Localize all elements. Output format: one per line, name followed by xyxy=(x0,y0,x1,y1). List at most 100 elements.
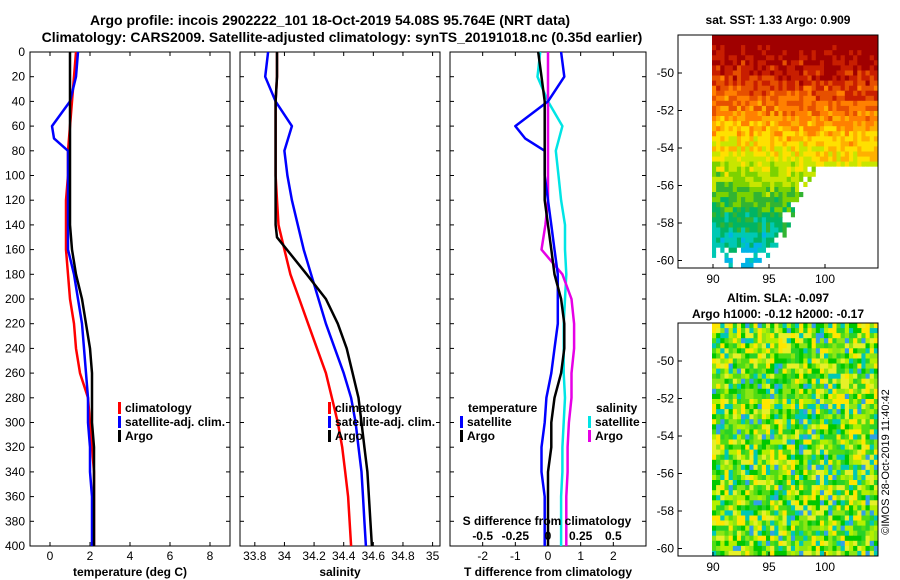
map-cell xyxy=(712,227,717,233)
map-cell xyxy=(736,262,742,269)
map-cell xyxy=(869,444,875,451)
map-cell xyxy=(840,475,846,481)
map-cell xyxy=(844,75,850,81)
map-cell xyxy=(782,166,788,173)
map-cell xyxy=(803,520,808,526)
map-cell xyxy=(728,80,734,87)
map-cell xyxy=(761,505,767,511)
map-cell xyxy=(869,424,875,430)
map-cell xyxy=(807,368,813,375)
map-cell xyxy=(774,217,779,223)
map-cell xyxy=(799,55,804,61)
map-cell xyxy=(761,323,767,329)
x-tick-label: 0 xyxy=(545,549,552,563)
map-cell xyxy=(766,444,771,451)
map-cell xyxy=(749,338,754,344)
map-cell xyxy=(849,434,854,440)
map-cell xyxy=(853,373,858,380)
map-cell xyxy=(724,429,730,435)
map-cell xyxy=(849,424,854,430)
map-cell xyxy=(745,237,750,244)
map-cell xyxy=(873,55,879,61)
map-cell xyxy=(819,181,825,188)
map-cell xyxy=(766,439,771,445)
map-cell xyxy=(840,257,846,264)
map-cell xyxy=(824,439,829,445)
map-cell xyxy=(741,368,746,375)
map-cell xyxy=(857,550,862,557)
map-cell xyxy=(824,469,829,476)
map-cell xyxy=(853,202,858,208)
map-cell xyxy=(774,373,779,380)
map-cell xyxy=(849,399,854,405)
map-cell xyxy=(749,540,754,547)
map-cell xyxy=(790,227,796,233)
map-cell xyxy=(803,232,808,238)
map-cell xyxy=(815,202,821,208)
map-cell xyxy=(861,166,866,173)
map-cell xyxy=(732,475,738,481)
map-cell xyxy=(828,262,833,269)
map-cell xyxy=(865,328,871,334)
map-cell xyxy=(873,40,879,46)
map-cell xyxy=(741,161,746,168)
map-cell xyxy=(761,131,767,137)
map-cell xyxy=(778,520,783,526)
map-cell xyxy=(753,363,759,369)
map-cell xyxy=(795,485,800,491)
map-cell xyxy=(861,207,866,213)
map-cell xyxy=(819,414,825,420)
map-cell xyxy=(828,525,833,532)
map-cell xyxy=(840,535,846,542)
map-cell xyxy=(757,50,763,56)
map-cell xyxy=(807,449,813,456)
map-cell xyxy=(782,404,788,410)
map-cell xyxy=(786,414,792,420)
map-cell xyxy=(786,131,792,137)
map-cell xyxy=(811,373,817,380)
map-cell xyxy=(807,40,813,46)
map-cell xyxy=(799,141,804,147)
map-cell xyxy=(799,197,804,203)
map-cell xyxy=(807,409,813,415)
map-cell xyxy=(795,500,800,506)
map-cell xyxy=(749,399,754,405)
map-cell xyxy=(749,100,754,107)
map-cell xyxy=(728,100,734,107)
map-cell xyxy=(766,227,771,233)
map-cell xyxy=(732,485,738,491)
map-cell xyxy=(716,197,721,203)
map-cell xyxy=(815,131,821,137)
map-cell xyxy=(857,469,862,476)
map-cell xyxy=(869,105,875,112)
map-cell xyxy=(720,515,725,521)
map-cell xyxy=(757,480,763,486)
map-cell xyxy=(786,116,792,122)
map-cell xyxy=(853,530,858,537)
map-cell xyxy=(873,510,879,516)
map-cell xyxy=(795,535,800,542)
map-cell xyxy=(857,515,862,521)
map-cell xyxy=(819,45,825,51)
map-cell xyxy=(824,545,829,552)
map-cell xyxy=(766,166,771,173)
map-cell xyxy=(799,328,804,334)
map-cell xyxy=(836,80,842,87)
map-cell xyxy=(853,383,858,390)
map-cell xyxy=(778,530,783,537)
map-cell xyxy=(849,197,854,203)
map-cell xyxy=(724,247,730,254)
map-cell xyxy=(712,475,717,481)
map-cell xyxy=(741,70,746,76)
map-cell xyxy=(844,111,850,117)
map-cell xyxy=(807,505,813,511)
map-cell xyxy=(749,505,754,511)
map-cell xyxy=(753,409,759,415)
map-cell xyxy=(803,197,808,203)
map-cell xyxy=(869,70,875,76)
map-cell xyxy=(869,510,875,516)
map-cell xyxy=(824,419,829,425)
map-cell xyxy=(811,333,817,339)
map-cell xyxy=(728,343,734,349)
map-cell xyxy=(873,166,879,173)
